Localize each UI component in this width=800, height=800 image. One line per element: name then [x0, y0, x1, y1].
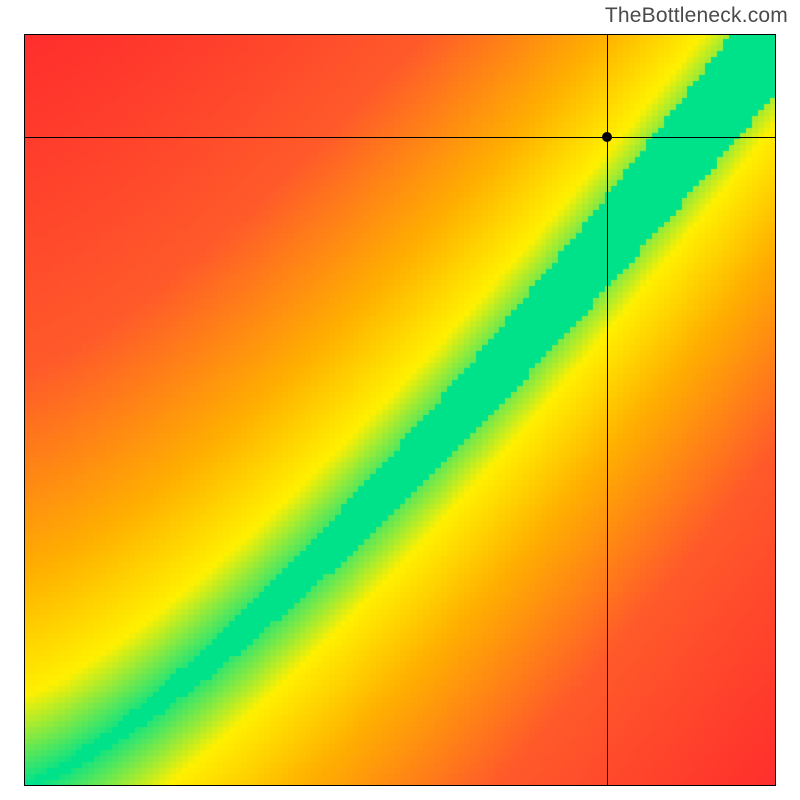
attribution-text: TheBottleneck.com: [605, 4, 788, 28]
bottleneck-heatmap: [24, 34, 776, 786]
heatmap-container: [24, 34, 776, 786]
